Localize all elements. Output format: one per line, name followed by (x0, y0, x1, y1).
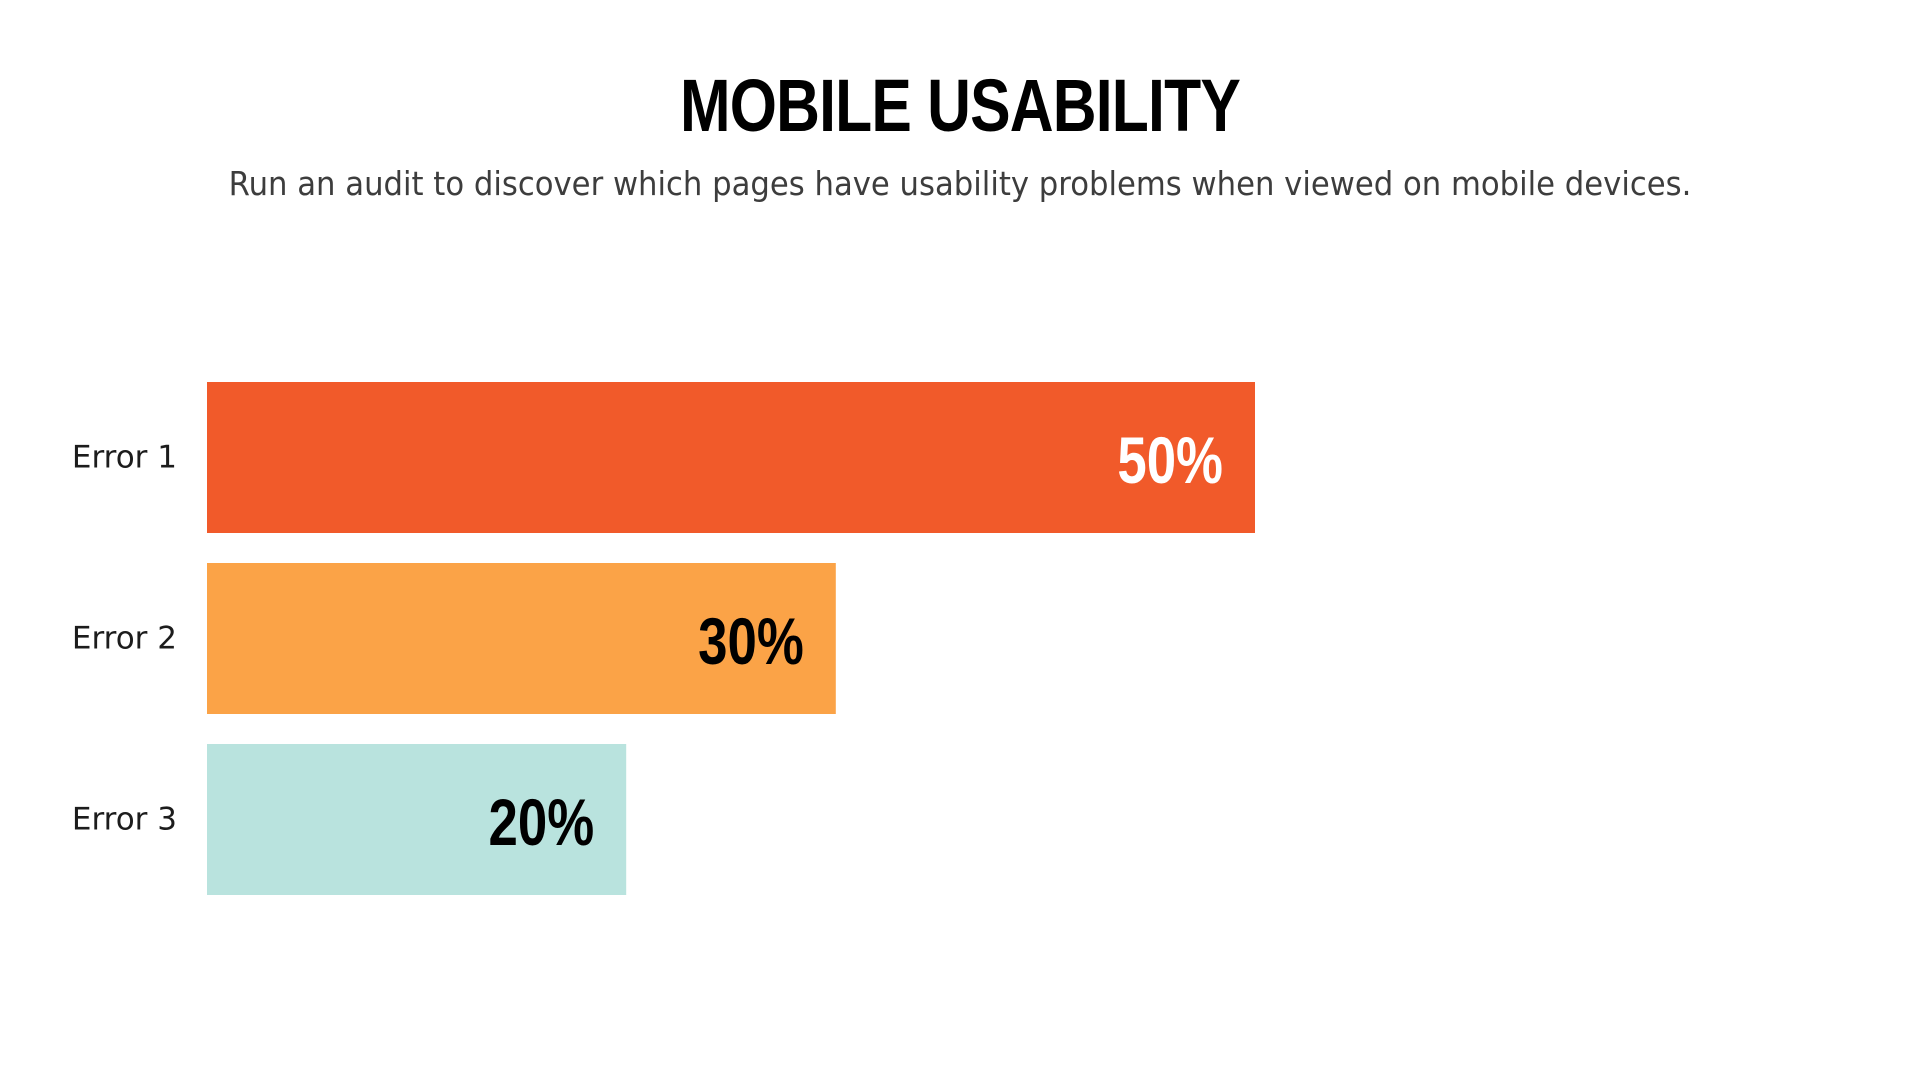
bar-3 (207, 744, 627, 895)
value-label-1: 50% (1117, 424, 1223, 498)
value-label-2: 30% (698, 605, 804, 679)
chart-title: MOBILE USABILITY (680, 64, 1241, 147)
bar-1 (207, 382, 1255, 533)
category-label-3: Error 3 (72, 802, 177, 838)
category-label-2: Error 2 (72, 621, 177, 657)
chart-subtitle: Run an audit to discover which pages hav… (228, 164, 1692, 203)
category-label-1: Error 1 (72, 440, 177, 476)
value-label-3: 20% (489, 786, 595, 860)
bar-2 (207, 563, 836, 714)
